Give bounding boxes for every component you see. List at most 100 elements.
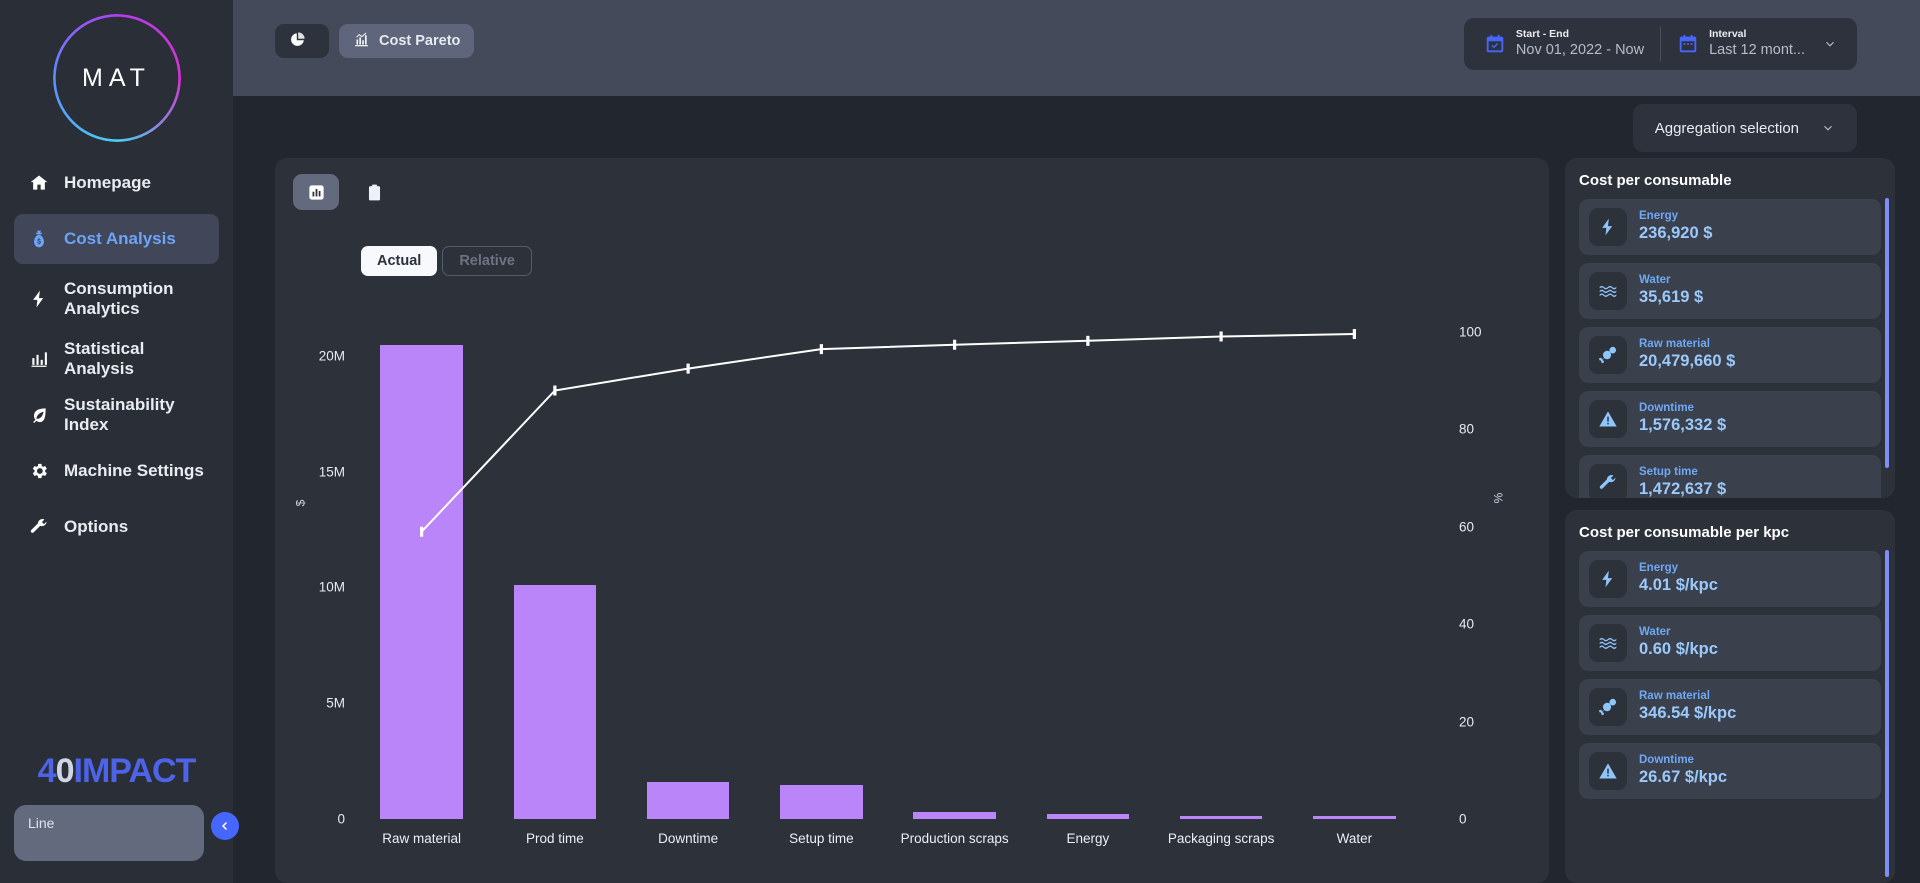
- view-table-button[interactable]: [351, 174, 397, 210]
- y-axis-tick-right: 100: [1459, 324, 1482, 340]
- bolt-icon: [28, 288, 50, 310]
- sidebar-item-statistical-analysis[interactable]: Statistical Analysis: [14, 334, 219, 384]
- view-chart-button[interactable]: [293, 174, 339, 210]
- x-axis-tick-label: Energy: [1066, 831, 1110, 846]
- logo-circle: MAT: [52, 14, 181, 142]
- tab-pie-overview[interactable]: [275, 24, 329, 58]
- logo: MAT: [0, 0, 233, 142]
- line-marker[interactable]: [420, 526, 424, 537]
- kpi-card[interactable]: Downtime 26.67 $/kpc: [1579, 743, 1881, 799]
- line-marker[interactable]: [1086, 335, 1090, 346]
- line-marker[interactable]: [819, 344, 823, 355]
- wrench-icon: [28, 516, 50, 538]
- kpi-card[interactable]: Energy 4.01 $/kpc: [1579, 551, 1881, 607]
- sidebar-item-cost-analysis[interactable]: Cost Analysis: [14, 214, 219, 264]
- calendar-icon: [1679, 34, 1697, 53]
- warning-triangle-icon: [1589, 400, 1627, 438]
- sidebar-item-sustainability-index[interactable]: Sustainability Index: [14, 390, 219, 440]
- sidebar-item-label: Consumption Analytics: [64, 279, 174, 318]
- topbar-tabs: Cost Pareto: [275, 24, 475, 58]
- line-marker[interactable]: [686, 363, 690, 374]
- line-marker[interactable]: [1352, 329, 1356, 340]
- sidebar-item-label: Machine Settings: [64, 461, 204, 481]
- kpi-value: 4.01 $/kpc: [1639, 576, 1718, 595]
- bar[interactable]: [1046, 813, 1130, 819]
- y-axis-tick-left: 0: [337, 811, 345, 827]
- kpi-card[interactable]: Water 35,619 $: [1579, 263, 1881, 319]
- chart-line-icon: [353, 31, 370, 52]
- line-marker[interactable]: [1219, 331, 1223, 342]
- panel-scrollbar[interactable]: [1885, 198, 1889, 468]
- pareto-plot: 0 5M 10M 15M 20M $0 20 40 60 80 100% Raw material Pr…: [293, 288, 1531, 871]
- sidebar-item-homepage[interactable]: Homepage: [14, 158, 219, 208]
- logo-text: MAT: [82, 63, 151, 92]
- content-area: Actual Relative 0 5M 10M 15M 20M $0 20 40 60 80 10…: [233, 96, 1920, 883]
- toggle-actual-label: Actual: [377, 253, 422, 269]
- topbar: Cost Pareto Start - End Nov 01, 2022 - N…: [233, 0, 1920, 152]
- bar[interactable]: [1313, 816, 1396, 819]
- chevron-down-icon: [1824, 125, 1832, 131]
- panel-cost-per-consumable-per-kpc: Cost per consumable per kpc Energy 4.01 $…: [1565, 510, 1895, 883]
- brand-middle: 0: [55, 752, 75, 790]
- y-axis-tick-right: 40: [1459, 616, 1475, 632]
- line-marker[interactable]: [553, 385, 557, 396]
- kpi-card[interactable]: Setup time 1,472,637 $: [1579, 455, 1881, 498]
- kpi-card[interactable]: Raw material 346.54 $/kpc: [1579, 679, 1881, 735]
- line-marker[interactable]: [953, 339, 957, 350]
- sidebar-item-options[interactable]: Options: [14, 502, 219, 552]
- toggle-relative[interactable]: Relative: [442, 246, 532, 276]
- main-area: Cost Pareto Start - End Nov 01, 2022 - N…: [233, 0, 1920, 883]
- bar[interactable]: [780, 784, 863, 819]
- kpi-title: Setup time: [1639, 466, 1698, 479]
- sidebar-item-label: Cost Analysis: [64, 229, 176, 249]
- brand-prefix: 4: [37, 752, 57, 790]
- kpi-card[interactable]: Water 0.60 $/kpc: [1579, 615, 1881, 671]
- sidebar-item-label: Sustainability Index: [64, 395, 175, 434]
- y-axis-tick-right: 80: [1459, 421, 1475, 437]
- bar-chart-icon: [308, 184, 324, 200]
- kpi-card[interactable]: Energy 236,920 $: [1579, 199, 1881, 255]
- kpi-value: 26.67 $/kpc: [1639, 768, 1728, 787]
- kpi-value: 236,920 $: [1639, 224, 1713, 243]
- warning-triangle-icon: [1589, 752, 1627, 790]
- tab-cost-pareto[interactable]: Cost Pareto: [339, 24, 475, 58]
- y-axis-tick-left: 20M: [318, 348, 345, 364]
- kpi-value: 1,576,332 $: [1639, 416, 1727, 435]
- bar[interactable]: [513, 585, 597, 819]
- line-select[interactable]: Line: [14, 805, 204, 861]
- kpi-list: Energy 4.01 $/kpc Water 0.60 $/kpc Raw mater…: [1579, 551, 1881, 799]
- aggregation-selection-button[interactable]: Aggregation selection: [1632, 104, 1857, 152]
- date-range-picker[interactable]: Start - End Nov 01, 2022 - Now: [1468, 28, 1660, 60]
- sidebar-item-machine-settings[interactable]: Machine Settings: [14, 446, 219, 496]
- kpi-column: Cost per consumable Energy 236,920 $ Water…: [1565, 158, 1895, 883]
- bar[interactable]: [1179, 816, 1263, 819]
- x-axis-tick-label: Raw material: [382, 831, 462, 846]
- sidebar-item-consumption-analytics[interactable]: Consumption Analytics: [14, 270, 219, 328]
- bar[interactable]: [380, 344, 463, 819]
- sidebar-nav: Homepage Cost Analysis Consumption Analy…: [0, 158, 233, 558]
- leaf-icon: [28, 404, 50, 426]
- kpi-title: Raw material: [1639, 338, 1710, 351]
- kpi-card[interactable]: Downtime 1,576,332 $: [1579, 391, 1881, 447]
- date-range-value: Nov 01, 2022 - Now: [1515, 42, 1645, 59]
- bolt-icon: [1589, 560, 1627, 598]
- x-axis-tick-label: Prod time: [525, 831, 584, 846]
- chevron-left-icon[interactable]: [211, 812, 239, 840]
- panel-scrollbar[interactable]: [1885, 550, 1889, 877]
- chevron-down-icon: [1826, 41, 1834, 47]
- water-waves-icon: [1589, 624, 1627, 662]
- kpi-title: Energy: [1639, 210, 1678, 223]
- brand-suffix: IMPACT: [73, 752, 197, 790]
- bar[interactable]: [913, 811, 996, 819]
- bar[interactable]: [646, 782, 730, 819]
- kpi-card[interactable]: Raw material 20,479,660 $: [1579, 327, 1881, 383]
- interval-picker[interactable]: Interval Last 12 mont...: [1661, 28, 1853, 60]
- wrench-icon: [1589, 464, 1627, 498]
- toggle-actual[interactable]: Actual: [361, 246, 438, 276]
- panel-title: Cost per consumable: [1579, 172, 1732, 189]
- chart-view-toggle: [293, 174, 1531, 210]
- sidebar-item-label: Homepage: [64, 173, 151, 193]
- y-axis-tick-left: 5M: [326, 695, 345, 711]
- kpi-title: Raw material: [1639, 690, 1710, 703]
- y-axis-tick-right: 20: [1459, 714, 1475, 730]
